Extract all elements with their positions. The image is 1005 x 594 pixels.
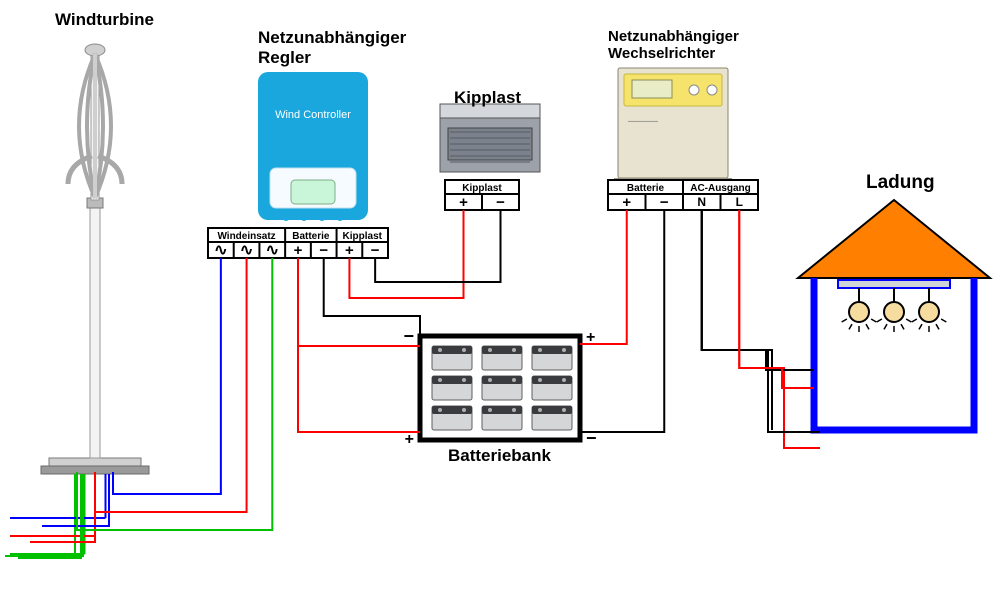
svg-text:+: + (459, 194, 468, 211)
svg-text:Kipplast: Kipplast (462, 183, 502, 194)
svg-text:Windeinsatz: Windeinsatz (217, 231, 275, 242)
svg-text:+: + (622, 194, 631, 211)
label-turbine: Windturbine (55, 10, 154, 30)
svg-text:−: − (319, 242, 328, 259)
label-batterybank: Batteriebank (448, 446, 551, 466)
label-load: Ladung (866, 172, 935, 194)
label-dumpload: Kipplast (454, 88, 521, 108)
label-controller: Netzunabhängiger Regler (258, 28, 406, 68)
svg-text:−: − (586, 428, 597, 448)
svg-text:∿: ∿ (240, 242, 253, 259)
svg-text:+: + (345, 242, 354, 259)
svg-text:+: + (586, 329, 595, 346)
svg-text:+: + (405, 431, 414, 448)
svg-text:−: − (496, 194, 505, 211)
svg-text:Wind Controller: Wind Controller (275, 109, 351, 121)
svg-text:L: L (736, 195, 743, 209)
svg-text:———: ——— (628, 116, 658, 127)
svg-text:−: − (371, 242, 380, 259)
svg-text:−: − (403, 326, 414, 346)
svg-text:Batterie: Batterie (627, 183, 665, 194)
svg-text:−: − (660, 194, 669, 211)
svg-text:N: N (697, 195, 706, 209)
svg-text:Batterie: Batterie (292, 231, 330, 242)
svg-text:∿: ∿ (266, 242, 279, 259)
label-inverter: Netzunabhängiger Wechselrichter (608, 28, 739, 62)
svg-text:AC-Ausgang: AC-Ausgang (690, 183, 751, 194)
svg-text:Kipplast: Kipplast (343, 231, 383, 242)
svg-text:∿: ∿ (214, 242, 227, 259)
svg-text:+: + (294, 242, 303, 259)
